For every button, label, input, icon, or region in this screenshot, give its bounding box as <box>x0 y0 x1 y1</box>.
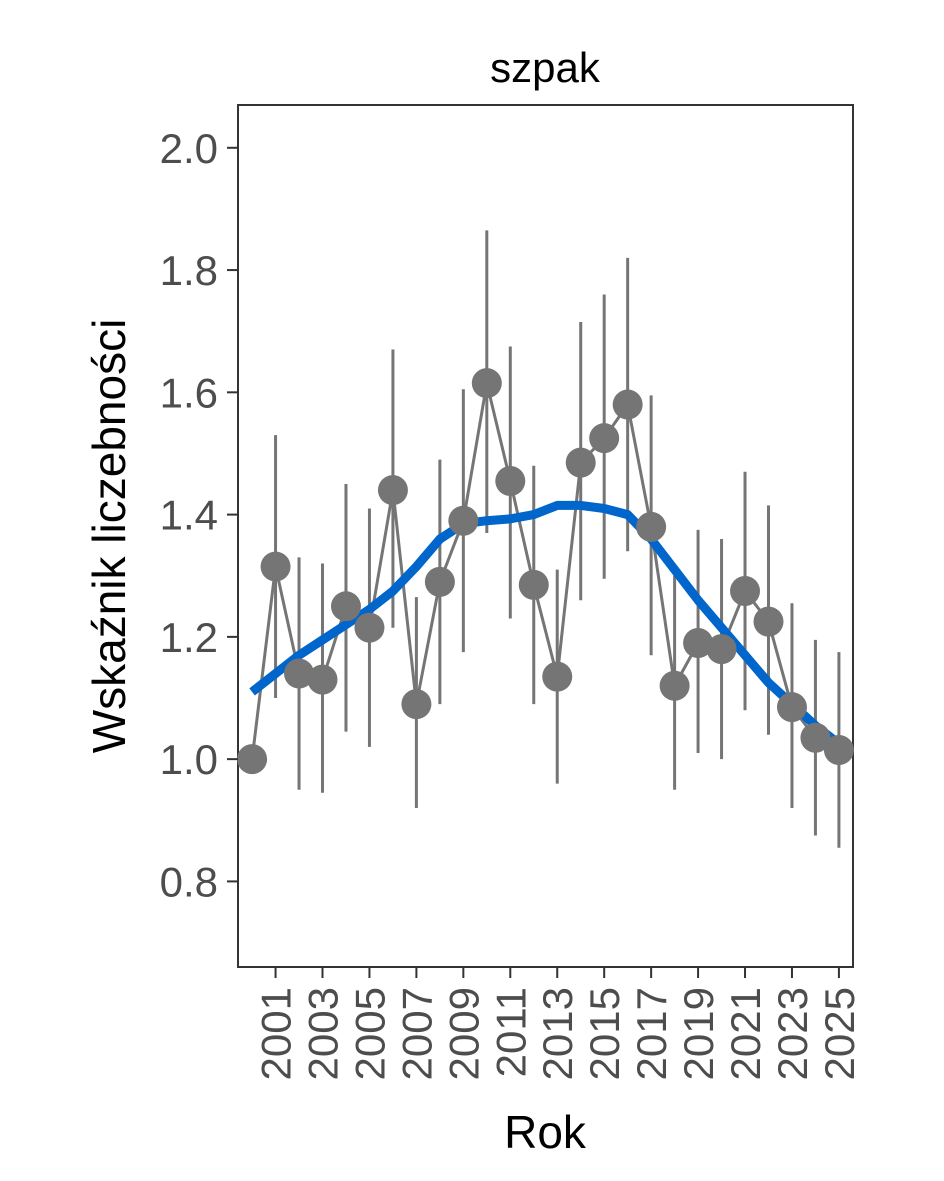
y-axis-title: Wskaźnik liczebności <box>83 319 135 754</box>
data-point <box>237 744 268 775</box>
x-tick-label: 2013 <box>534 987 581 1080</box>
trend-line-layer <box>249 500 842 748</box>
data-point <box>753 606 784 637</box>
y-tick-label: 1.4 <box>160 492 218 539</box>
x-axis: 2001 2003 2005 2007 2009 2011 2013 2015 2017 2019… <box>253 967 863 1080</box>
data-point <box>401 689 432 720</box>
y-tick-label: 2.0 <box>160 125 218 172</box>
data-point <box>800 722 831 753</box>
data-point <box>330 591 361 622</box>
x-tick-label: 2009 <box>440 987 487 1080</box>
data-point <box>776 692 807 723</box>
data-point <box>354 612 385 643</box>
data-point <box>589 423 620 454</box>
data-point <box>424 566 455 597</box>
data-point <box>377 475 408 506</box>
x-axis-title: Rok <box>504 1106 587 1158</box>
x-tick-label: 2011 <box>487 987 534 1077</box>
chart-title: szpak <box>490 44 601 91</box>
x-tick-label: 2001 <box>253 987 300 1080</box>
data-point <box>636 511 667 542</box>
y-axis: 0.8 1.0 1.2 1.4 1.6 1.8 2.0 <box>160 125 238 905</box>
data-point <box>706 634 737 665</box>
y-tick-label: 1.8 <box>160 247 218 294</box>
x-tick-label: 2025 <box>816 987 863 1080</box>
x-tick-label: 2005 <box>346 987 393 1080</box>
data-point <box>495 465 526 496</box>
y-tick-label: 1.2 <box>160 614 218 661</box>
x-tick-label: 2019 <box>675 987 722 1080</box>
x-tick-label: 2015 <box>581 987 628 1080</box>
data-point <box>823 734 854 765</box>
data-point <box>260 551 291 582</box>
y-tick-label: 1.0 <box>160 736 218 783</box>
y-tick-label: 0.8 <box>160 858 218 905</box>
data-point <box>565 447 596 478</box>
data-point <box>284 658 315 689</box>
x-tick-label: 2023 <box>769 987 816 1080</box>
data-point <box>471 368 502 399</box>
data-point <box>683 627 714 658</box>
data-point <box>518 569 549 600</box>
data-point <box>730 576 761 607</box>
data-point <box>659 670 690 701</box>
index-points <box>237 368 854 775</box>
x-tick-label: 2021 <box>722 987 769 1080</box>
plot-panel <box>237 104 854 968</box>
data-point <box>612 389 643 420</box>
trend-line <box>249 500 842 748</box>
data-point <box>542 661 573 692</box>
data-point <box>307 664 338 695</box>
y-tick-label: 1.6 <box>160 369 218 416</box>
data-point <box>448 505 479 536</box>
x-tick-label: 2003 <box>300 987 347 1080</box>
x-tick-label: 2007 <box>393 987 440 1080</box>
x-tick-label: 2017 <box>628 987 675 1080</box>
